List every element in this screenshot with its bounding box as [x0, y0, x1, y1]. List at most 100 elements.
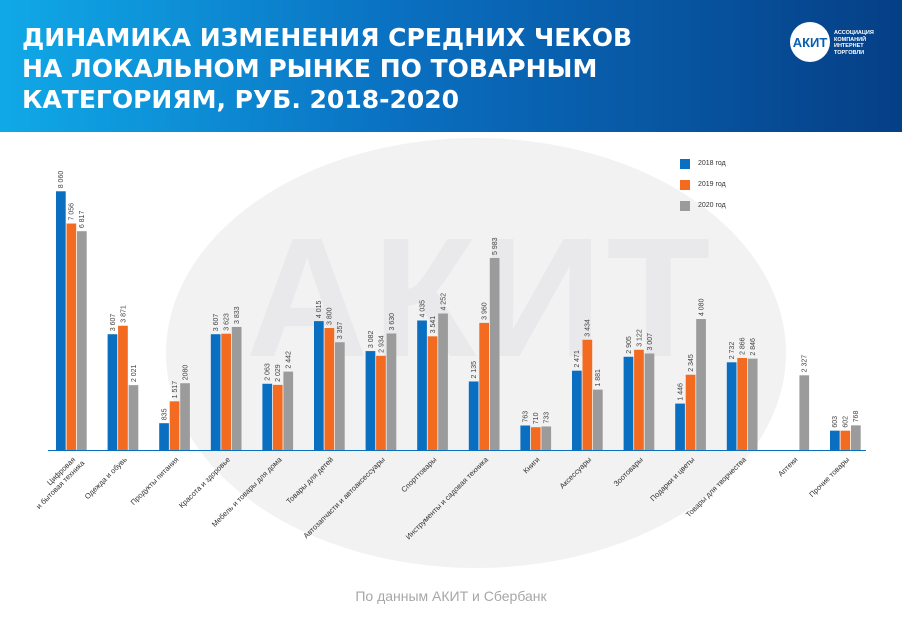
data-label: 3 871 — [120, 305, 127, 323]
bar-2019 — [479, 322, 489, 450]
bar-2020 — [180, 383, 190, 450]
bar-chart: 8 060 7 056 6 817 Цифроваяи бытовая техника… — [28, 171, 866, 541]
logo-subtitle: АССОЦИАЦИЯ КОМПАНИЙ ИНТЕРНЕТ ТОРГОВЛИ — [834, 30, 874, 56]
category-label: Продукты питания — [129, 455, 181, 507]
legend-label-2020: 2020 год — [698, 202, 726, 209]
data-label: 733 — [544, 412, 551, 424]
data-label: 2 029 — [275, 364, 282, 382]
data-label: 768 — [853, 411, 860, 423]
data-label: 3 434 — [585, 319, 592, 337]
legend-item-2018: 2018 год — [680, 153, 726, 174]
data-label: 603 — [832, 416, 839, 428]
data-label: 2 021 — [131, 365, 138, 383]
bar-2020 — [799, 375, 810, 450]
data-label: 4 035 — [419, 300, 426, 318]
bar-2018 — [623, 356, 634, 450]
data-label: 3 630 — [389, 313, 396, 331]
category-label: Аптеки — [776, 455, 799, 478]
data-label: 2 442 — [286, 351, 293, 369]
bar-2018 — [314, 321, 324, 450]
bar-2019 — [530, 427, 541, 450]
data-label: 602 — [843, 416, 850, 428]
data-label: 5 983 — [492, 237, 499, 255]
data-label: 3 607 — [213, 314, 220, 332]
data-label: 1 517 — [172, 381, 179, 399]
source-note: По данным АКИТ и Сбербанк — [355, 588, 547, 604]
legend-item-2020: 2020 год — [680, 195, 726, 216]
bar-2018 — [107, 334, 118, 450]
category-label: Автозапчасти и автоаксессуары — [301, 455, 386, 540]
bar-2020 — [747, 358, 758, 450]
legend-label-2019: 2019 год — [698, 181, 726, 188]
legend-swatch-2019 — [680, 179, 690, 190]
bar-2020 — [231, 326, 242, 450]
bar-2018 — [365, 351, 376, 450]
data-label: 2 732 — [729, 342, 736, 360]
bar-2018 — [417, 320, 427, 450]
bar-2018 — [468, 381, 479, 450]
category-label: Зоотовары — [612, 455, 645, 488]
category-label: Цифроваяи бытовая техника — [28, 452, 87, 511]
data-label: 4 015 — [316, 300, 323, 318]
legend-swatch-2020 — [680, 200, 690, 211]
data-label: 2 345 — [688, 354, 695, 372]
data-label: 835 — [161, 408, 168, 420]
bar-2019 — [376, 355, 386, 450]
bar-2018 — [210, 334, 221, 450]
bar-2019 — [582, 339, 593, 450]
data-label: 3 800 — [327, 307, 334, 325]
category-label: Спорттовары — [399, 455, 438, 494]
data-label: 4 252 — [440, 293, 447, 311]
chart-legend: 2018 год 2019 год 2020 год — [680, 153, 726, 216]
data-label: 2 866 — [740, 337, 747, 355]
data-label: 3 082 — [368, 330, 375, 348]
bar-2018 — [830, 430, 840, 450]
bar-2020 — [386, 333, 397, 450]
data-label: 1 881 — [595, 369, 602, 387]
data-label: 3 607 — [110, 314, 117, 332]
data-label: 6 817 — [79, 211, 86, 229]
bar-2018 — [159, 423, 169, 450]
data-label: 2 135 — [471, 361, 478, 379]
data-label: 8 060 — [58, 171, 65, 189]
bar-2020 — [644, 353, 655, 450]
data-label: 3 960 — [482, 302, 489, 320]
bar-2018 — [262, 383, 273, 450]
header-banner: ДИНАМИКА ИЗМЕНЕНИЯ СРЕДНИХ ЧЕКОВ НА ЛОКА… — [0, 0, 902, 132]
bar-2020 — [593, 389, 603, 450]
bar-2020 — [283, 371, 294, 450]
bar-2019 — [737, 358, 747, 450]
bar-2019 — [169, 401, 180, 450]
legend-item-2019: 2019 год — [680, 174, 726, 195]
bar-2018 — [726, 362, 737, 450]
bar-2020 — [696, 319, 706, 450]
category-label: Книги — [521, 455, 541, 475]
bar-2018 — [675, 403, 685, 450]
akit-logo: АКИТ АССОЦИАЦИЯ КОМПАНИЙ ИНТЕРНЕТ ТОРГОВ… — [790, 22, 890, 62]
data-label: 710 — [533, 412, 540, 424]
category-label: Товары для детей — [284, 455, 335, 506]
bar-2020 — [128, 385, 139, 450]
bar-2019 — [840, 430, 851, 450]
data-label: 4 080 — [698, 298, 705, 316]
bar-2020 — [335, 342, 345, 450]
bar-2020 — [77, 231, 87, 450]
data-label: 3 357 — [337, 322, 344, 340]
category-label: Подарки и цветы — [648, 455, 696, 503]
bar-2019 — [427, 336, 438, 450]
bar-2018 — [56, 191, 66, 451]
data-label: 7 056 — [69, 203, 76, 221]
bar-2020 — [438, 313, 448, 450]
logo-mark: АКИТ — [790, 22, 830, 62]
data-label: 3 833 — [234, 306, 241, 324]
data-label: 2 471 — [574, 350, 581, 368]
data-label: 763 — [523, 411, 530, 423]
bar-2019 — [118, 325, 128, 450]
legend-swatch-2018 — [680, 158, 690, 169]
bar-2020 — [851, 425, 861, 450]
bar-2019 — [634, 349, 644, 450]
bar-2019 — [685, 374, 696, 450]
page-title: ДИНАМИКА ИЗМЕНЕНИЯ СРЕДНИХ ЧЕКОВ НА ЛОКА… — [22, 23, 633, 114]
category-label: Красота и здоровье — [177, 455, 232, 510]
bar-2019 — [66, 223, 77, 450]
